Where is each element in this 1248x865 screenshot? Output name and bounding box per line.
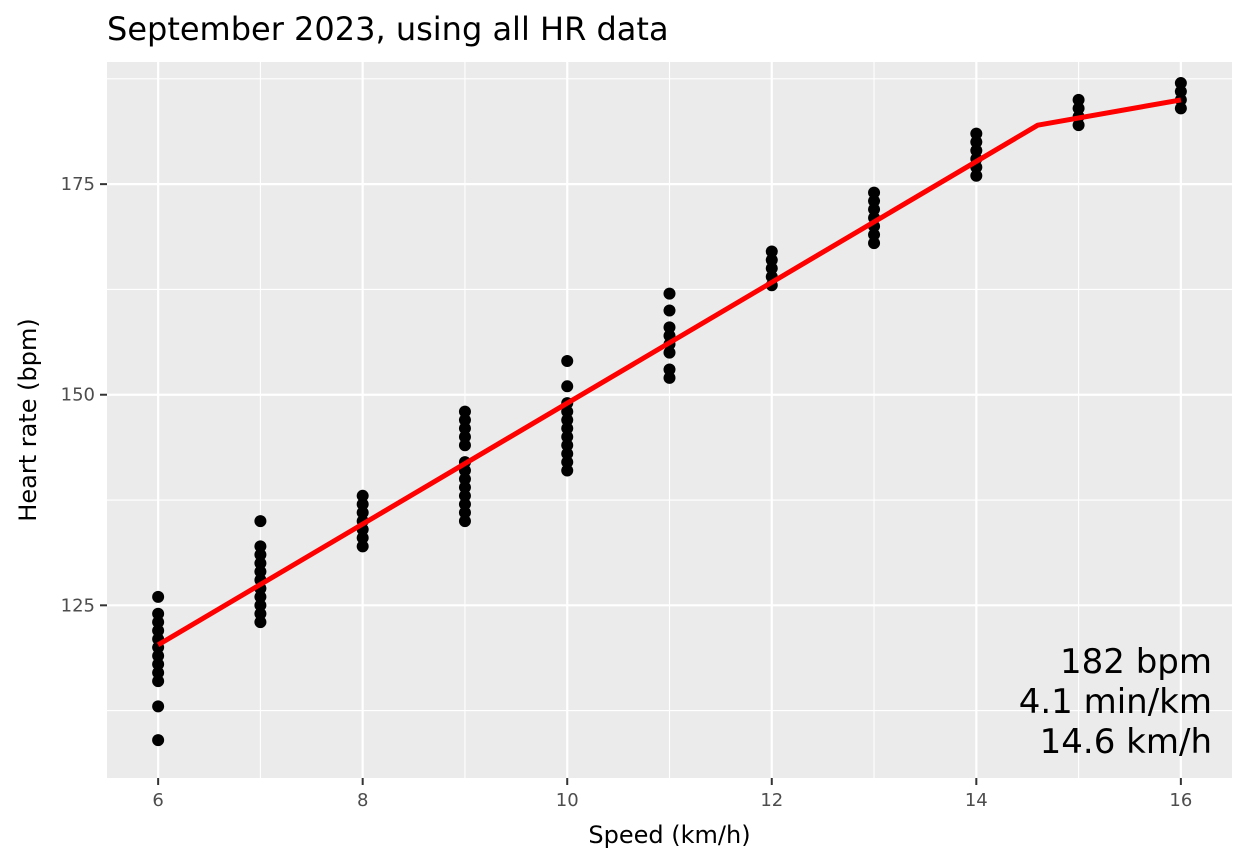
y-axis: 125 150 175	[61, 174, 107, 616]
data-point	[458, 481, 471, 494]
x-tick-label: 12	[760, 790, 783, 811]
data-point	[152, 616, 165, 629]
x-tick-label: 8	[357, 790, 368, 811]
data-point	[970, 127, 983, 140]
data-point	[868, 203, 881, 216]
data-point	[458, 422, 471, 435]
data-point	[152, 649, 165, 662]
chart-title: September 2023, using all HR data	[107, 10, 669, 48]
data-point	[458, 515, 471, 528]
data-point	[254, 557, 267, 570]
data-point	[458, 506, 471, 519]
data-point	[868, 228, 881, 241]
y-tick-label: 175	[61, 174, 95, 195]
data-point	[152, 607, 165, 620]
y-tick-label: 150	[61, 385, 95, 406]
x-axis: 6 8 10 12 14 16	[152, 778, 1192, 811]
data-point	[561, 414, 574, 426]
data-point	[1174, 85, 1187, 98]
data-point	[152, 624, 165, 637]
x-tick-label: 10	[556, 790, 579, 811]
data-point	[356, 540, 369, 553]
data-point	[458, 405, 471, 418]
data-point	[765, 245, 778, 258]
data-point	[356, 489, 369, 502]
data-point	[254, 548, 267, 561]
data-point	[1072, 93, 1085, 106]
data-point	[254, 607, 267, 620]
annotation-speed: 14.6 km/h	[1040, 722, 1212, 762]
data-point	[1072, 102, 1085, 115]
data-point	[561, 355, 574, 368]
data-point	[663, 304, 676, 317]
data-point	[561, 439, 574, 452]
data-point	[561, 456, 574, 469]
x-tick-label: 16	[1169, 790, 1192, 811]
y-axis-title: Heart rate (bpm)	[14, 318, 42, 521]
data-point	[765, 253, 778, 266]
data-point	[152, 700, 165, 713]
annotation-hr: 182 bpm	[1060, 642, 1212, 682]
data-point	[970, 136, 983, 149]
data-point	[663, 346, 676, 359]
data-point	[152, 734, 165, 747]
data-point	[254, 540, 267, 553]
data-point	[458, 489, 471, 502]
data-point	[254, 565, 267, 578]
data-point	[970, 169, 983, 182]
annotation: 182 bpm 4.1 min/km 14.6 km/h	[1019, 642, 1212, 762]
fit-line	[156, 97, 1182, 648]
data-point	[868, 237, 881, 250]
x-tick-label: 6	[152, 790, 163, 811]
data-point	[561, 464, 574, 477]
data-point	[152, 658, 165, 671]
data-point	[356, 531, 369, 544]
data-point	[152, 590, 165, 603]
fit-line-group	[156, 97, 1182, 648]
data-point	[868, 194, 881, 207]
data-point	[561, 405, 574, 418]
data-point	[254, 515, 267, 528]
data-point	[458, 472, 471, 485]
data-point	[970, 144, 983, 157]
x-tick-label: 14	[965, 790, 988, 811]
data-point	[1174, 102, 1187, 115]
data-point	[356, 498, 369, 511]
data-point	[152, 675, 165, 688]
data-point	[152, 666, 165, 679]
data-point	[561, 447, 574, 460]
data-point	[663, 287, 676, 300]
data-point	[561, 422, 574, 435]
data-point	[663, 363, 676, 376]
data-point	[458, 414, 471, 426]
data-point	[663, 321, 676, 334]
data-point	[561, 430, 574, 443]
data-point	[1072, 119, 1085, 132]
x-axis-title: Speed (km/h)	[588, 821, 750, 849]
data-point	[458, 439, 471, 452]
data-point	[254, 616, 267, 629]
data-point	[356, 506, 369, 519]
data-point	[765, 262, 778, 275]
y-tick-label: 125	[61, 595, 95, 616]
data-point	[458, 430, 471, 443]
data-point	[868, 186, 881, 199]
data-point	[663, 371, 676, 384]
data-point	[254, 599, 267, 612]
data-point	[254, 590, 267, 603]
data-point	[1174, 77, 1187, 90]
data-point	[458, 498, 471, 511]
data-point	[561, 380, 574, 393]
annotation-pace: 4.1 min/km	[1019, 682, 1212, 722]
